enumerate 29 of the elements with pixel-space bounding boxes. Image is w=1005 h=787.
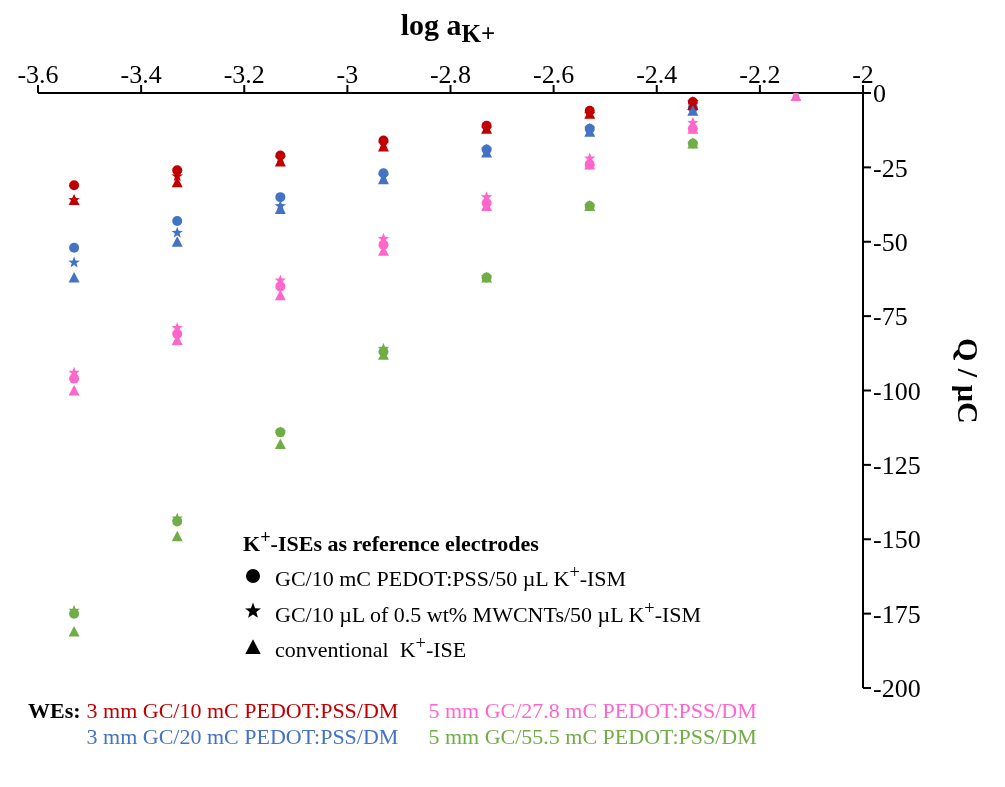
y-tick-label: -200	[873, 674, 921, 704]
annotation: GC/10 mC PEDOT:PSS/50 µL K$^{+}$-ISM	[275, 561, 627, 594]
y-axis-title: Q / µC	[952, 338, 985, 424]
text: 3 mm GC/10 mC PEDOT:PSS/DM	[86, 698, 399, 724]
y-tick-label: -175	[873, 599, 921, 629]
x-tick-label: -2.6	[533, 60, 575, 89]
annotation: conventional K$^{+}$-ISE	[275, 632, 467, 665]
y-tick-label: -150	[873, 525, 921, 555]
x-tick-label: -2.4	[636, 60, 678, 89]
legend-title: WEs:	[28, 698, 81, 725]
x-tick-label: -3.2	[223, 60, 265, 89]
x-tick-label: -3.4	[120, 60, 162, 89]
annotation: GC/10 µL of 0.5 wt% MWCNTs/50 µL K$^{+}$-ISM	[275, 596, 702, 629]
y-tick-label: -100	[873, 376, 921, 406]
x-tick-label: -3.6	[17, 60, 59, 89]
text: 5 mm GC/55.5 mC PEDOT:PSS/DM	[428, 724, 757, 750]
y-tick-label: -50	[873, 227, 908, 257]
x-tick-label: -2.8	[429, 60, 472, 89]
text: 5 mm GC/27.8 mC PEDOT:PSS/DM	[428, 698, 757, 724]
y-tick-label: 0	[873, 79, 886, 109]
x-tick-label: -2	[852, 60, 874, 89]
y-tick-label: -75	[873, 302, 908, 332]
x-axis-title: log a$_{K+}$	[400, 8, 496, 47]
y-tick-label: -125	[873, 451, 921, 481]
annotation: K$^{+}$-ISEs as reference electrodes	[243, 527, 539, 557]
text: 3 mm GC/20 mC PEDOT:PSS/DM	[86, 724, 399, 750]
y-tick-label: -25	[873, 153, 908, 183]
x-tick-label: -2.2	[739, 60, 781, 89]
x-tick-label: -3	[336, 60, 359, 89]
